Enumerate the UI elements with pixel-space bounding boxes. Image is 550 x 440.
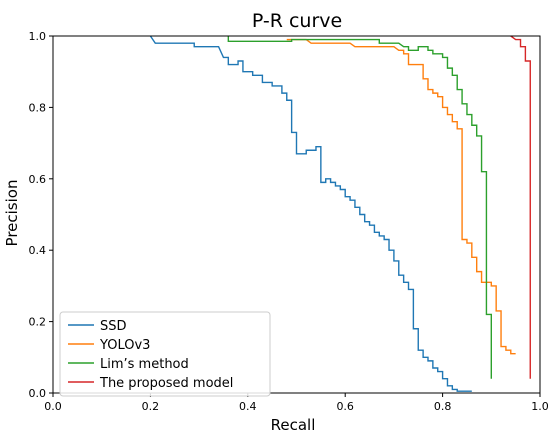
legend-label-1: SSD xyxy=(100,319,127,334)
legend-label-4: The proposed model xyxy=(99,376,233,391)
legend-label-2: YOLOv3 xyxy=(99,338,150,353)
series-line-3 xyxy=(227,36,492,379)
plot-frame xyxy=(52,35,541,394)
legend: SSD YOLOv3 Lim’s method The proposed model xyxy=(59,311,271,397)
axis-ticks: 0.0 0.2 0.4 0.6 0.8 1.0 0.0 0.2 0.4 0.6 0.8 1.0 xyxy=(29,30,549,413)
plot-area xyxy=(52,35,541,394)
series-line-1 xyxy=(149,35,472,392)
legend-box xyxy=(59,311,271,397)
chart-title: P-R curve xyxy=(252,10,342,32)
x-tick-label: 1.0 xyxy=(531,400,549,413)
y-tick-label: 0.4 xyxy=(29,244,47,257)
y-tick-label: 0.2 xyxy=(29,316,47,329)
y-tick-label: 0.6 xyxy=(29,173,47,186)
y-axis-label: Precision xyxy=(3,180,21,247)
x-tick-label: 0.8 xyxy=(434,400,452,413)
x-tick-label: 0.2 xyxy=(142,400,160,413)
x-axis-label: Recall xyxy=(271,416,316,434)
legend-label-3: Lim’s method xyxy=(100,357,189,372)
x-tick-label: 0.0 xyxy=(44,400,62,413)
series-line-2 xyxy=(286,38,516,355)
x-tick-label: 0.6 xyxy=(336,400,354,413)
y-tick-label: 0.0 xyxy=(29,387,47,400)
series-line-4 xyxy=(510,35,531,379)
y-tick-label: 0.8 xyxy=(29,101,47,114)
x-tick-label: 0.4 xyxy=(239,400,257,413)
y-tick-label: 1.0 xyxy=(29,30,47,43)
